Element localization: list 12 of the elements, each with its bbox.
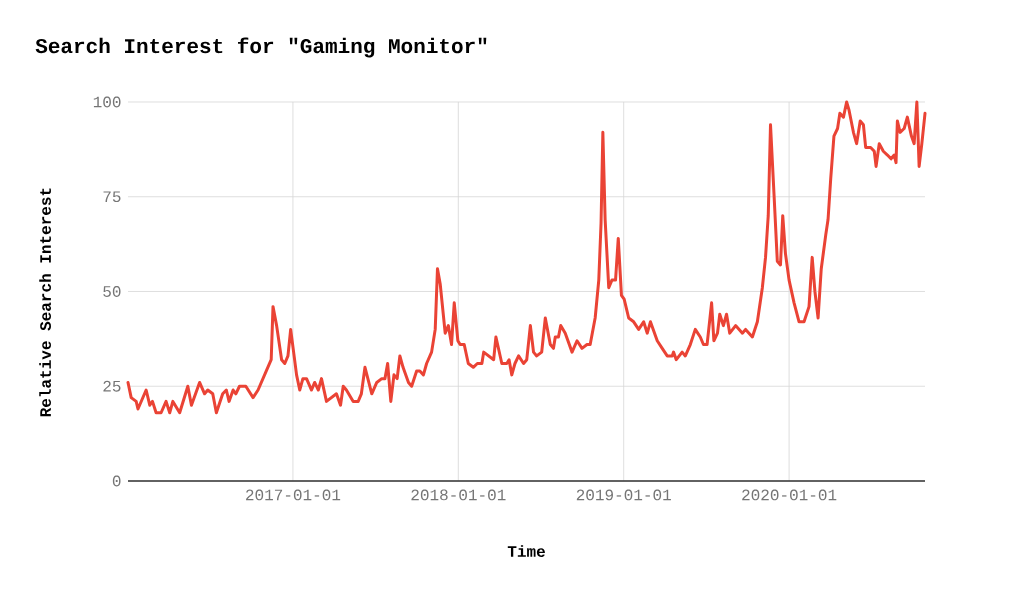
x-axis-title: Time xyxy=(507,545,545,557)
x-tick-label: 2019-01-01 xyxy=(576,489,671,501)
y-tick-label: 0 xyxy=(112,475,121,487)
x-tick-label: 2017-01-01 xyxy=(246,489,341,501)
y-tick-label: 100 xyxy=(93,96,121,108)
y-tick-label: 75 xyxy=(103,191,121,203)
y-tick-label: 50 xyxy=(103,286,121,297)
y-axis-title: Relative Search Interest xyxy=(39,188,51,417)
x-tick-label: 2020-01-01 xyxy=(742,489,837,501)
y-tick-label: 25 xyxy=(103,380,121,392)
chart-title: Search Interest for "Gaming Monitor" xyxy=(35,37,487,58)
x-tick-label: 2018-01-01 xyxy=(411,489,506,501)
